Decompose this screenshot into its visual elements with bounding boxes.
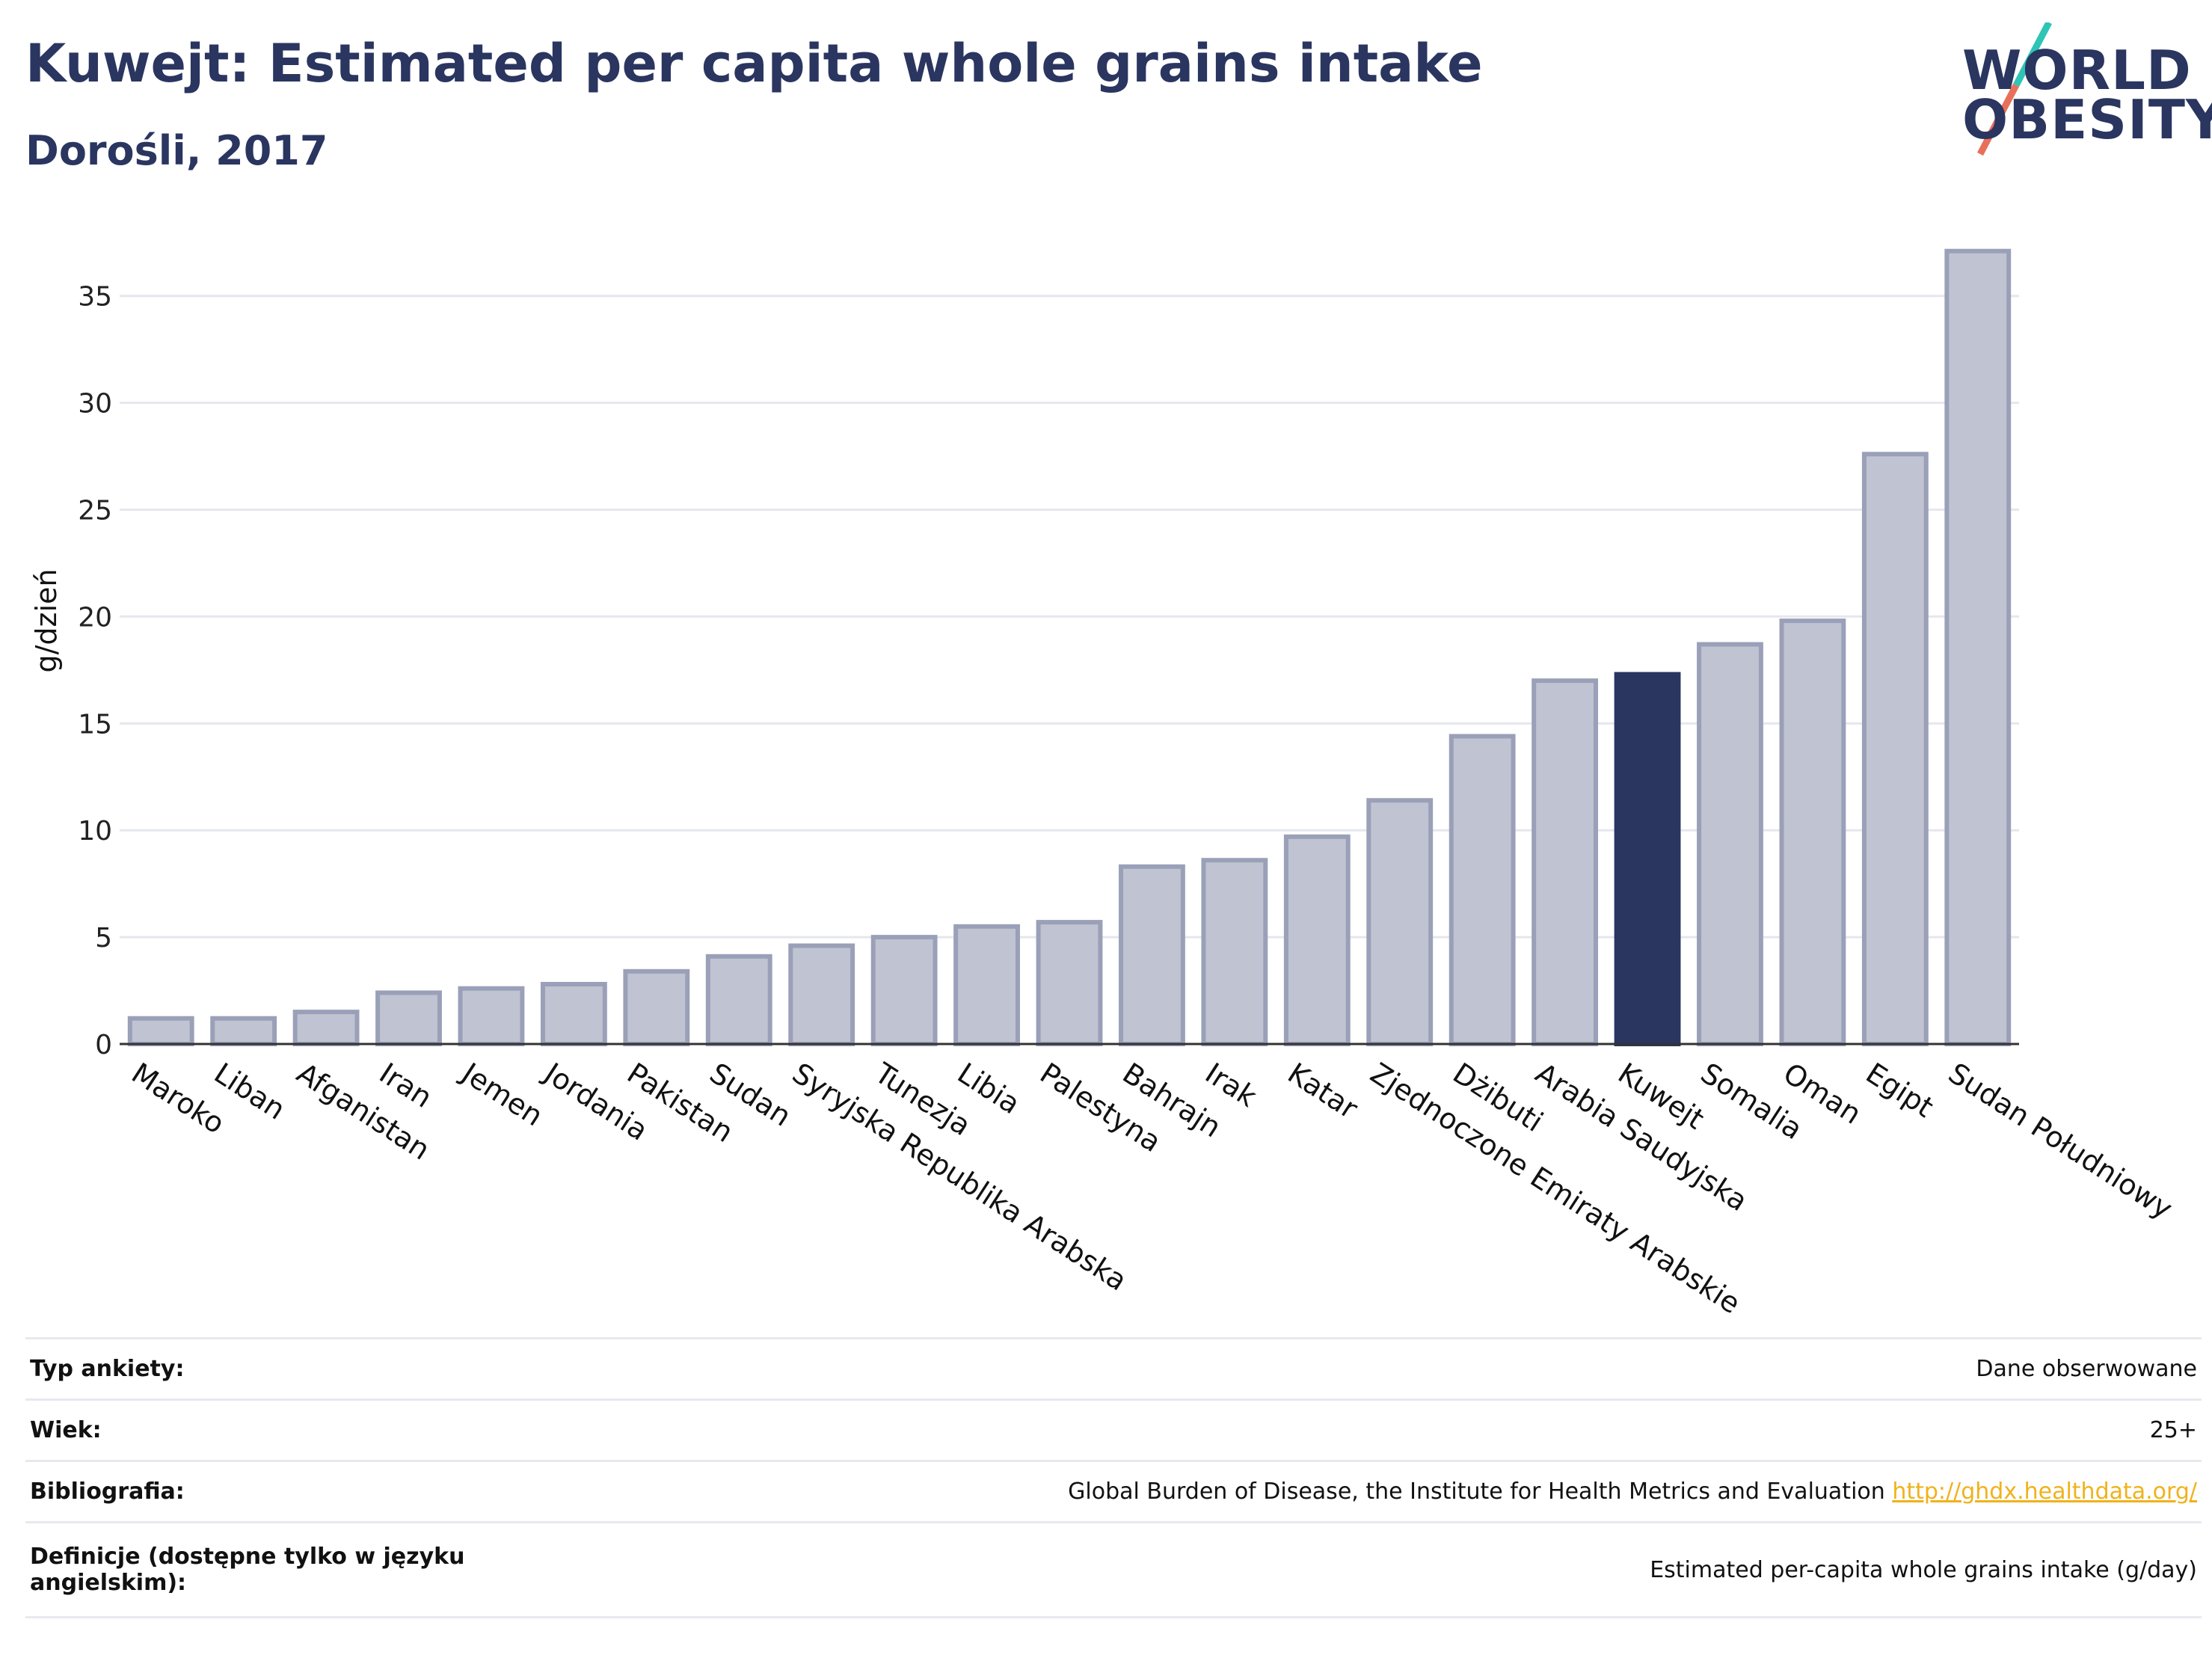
bar-pakistan[interactable] bbox=[623, 968, 690, 1046]
bar-arabia-saudyjska[interactable] bbox=[1531, 678, 1599, 1047]
bar-egipt[interactable] bbox=[1861, 452, 1929, 1046]
y-tick-label: 30 bbox=[78, 389, 112, 420]
y-tick-label: 15 bbox=[78, 709, 112, 740]
bars bbox=[127, 248, 2012, 1047]
bar-libia[interactable] bbox=[953, 924, 1020, 1047]
survey-type-label: Typ ankiety: bbox=[25, 1337, 543, 1400]
info-row-survey-type: Typ ankiety: Dane obserwowane bbox=[25, 1337, 2202, 1400]
x-tick-label: Jemen bbox=[455, 1056, 549, 1133]
bar-jordania[interactable] bbox=[540, 981, 607, 1046]
bar-zjednoczone-emiraty-arabskie[interactable] bbox=[1366, 798, 1434, 1046]
info-row-age: Wiek: 25+ bbox=[25, 1398, 2202, 1461]
bibliography-link[interactable]: http://ghdx.healthdata.org/ bbox=[1892, 1479, 2197, 1505]
x-tick-label: Egipt bbox=[1860, 1057, 1939, 1124]
logo-line1: WORLD bbox=[1962, 39, 2192, 102]
survey-type-value: Dane obserwowane bbox=[543, 1337, 2202, 1400]
bar-irak[interactable] bbox=[1201, 858, 1268, 1047]
info-row-definitions: Definicje (dostępne tylko w języku angiel… bbox=[25, 1521, 2202, 1618]
bar-katar[interactable] bbox=[1283, 834, 1351, 1046]
age-label: Wiek: bbox=[25, 1398, 543, 1461]
definitions-label: Definicje (dostępne tylko w języku angiel… bbox=[25, 1521, 543, 1618]
chart-subtitle: Dorośli, 2017 bbox=[25, 127, 328, 174]
bar-bahrajn[interactable] bbox=[1119, 864, 1185, 1047]
y-tick-label: 5 bbox=[95, 923, 112, 954]
x-tick-label: Katar bbox=[1282, 1057, 1363, 1126]
logo-line2: OBESITY bbox=[1962, 88, 2212, 151]
bar-jemen[interactable] bbox=[458, 986, 525, 1046]
x-tick-label: Sudan Południowy bbox=[1943, 1057, 2178, 1226]
y-tick-label: 20 bbox=[78, 602, 112, 633]
bibliography-value: Global Burden of Disease, the Institute … bbox=[543, 1460, 2202, 1523]
info-row-bibliography: Bibliografia: Global Burden of Disease, … bbox=[25, 1460, 2202, 1523]
x-tick-label: Maroko bbox=[126, 1057, 230, 1140]
y-axis-label: g/dzień bbox=[30, 568, 63, 672]
bar-palestyna[interactable] bbox=[1036, 920, 1103, 1047]
bar-kuwejt[interactable] bbox=[1614, 672, 1681, 1047]
bar-iran[interactable] bbox=[375, 990, 442, 1046]
bar-syryjska-republika-arabska[interactable] bbox=[788, 943, 855, 1046]
definitions-value: Estimated per-capita whole grains intake… bbox=[543, 1521, 2202, 1618]
bibliography-text: Global Burden of Disease, the Institute … bbox=[1068, 1479, 1893, 1505]
bar-maroko[interactable] bbox=[127, 1016, 194, 1046]
y-tick-label: 35 bbox=[78, 282, 112, 313]
world-obesity-logo: WORLD OBESITY bbox=[1944, 22, 2212, 157]
bibliography-label: Bibliografia: bbox=[25, 1460, 543, 1523]
y-tick-label: 0 bbox=[95, 1030, 112, 1060]
bar-sudan[interactable] bbox=[705, 954, 772, 1046]
bar-sudan-południowy[interactable] bbox=[1944, 248, 2012, 1046]
bar-somalia[interactable] bbox=[1697, 642, 1763, 1046]
chart-title: Kuwejt: Estimated per capita whole grain… bbox=[25, 33, 1483, 94]
age-value: 25+ bbox=[543, 1398, 2202, 1461]
y-axis-ticks: 0 5 10 15 20 25 30 35 bbox=[78, 282, 112, 1060]
definitions-label-line2: angielskim): bbox=[30, 1570, 187, 1596]
bar-afganistan[interactable] bbox=[292, 1010, 360, 1046]
bar-oman[interactable] bbox=[1779, 618, 1846, 1046]
bar-liban[interactable] bbox=[210, 1016, 277, 1046]
bar-dżibuti[interactable] bbox=[1448, 734, 1516, 1046]
info-table: Typ ankiety: Dane obserwowane Wiek: 25+ … bbox=[25, 1337, 2202, 1618]
bar-tunezja[interactable] bbox=[870, 935, 938, 1047]
y-tick-label: 10 bbox=[78, 816, 112, 847]
logo-slash-icon bbox=[1977, 22, 2052, 156]
definitions-label-line1: Definicje (dostępne tylko w języku bbox=[30, 1544, 465, 1570]
y-tick-label: 25 bbox=[78, 496, 112, 526]
